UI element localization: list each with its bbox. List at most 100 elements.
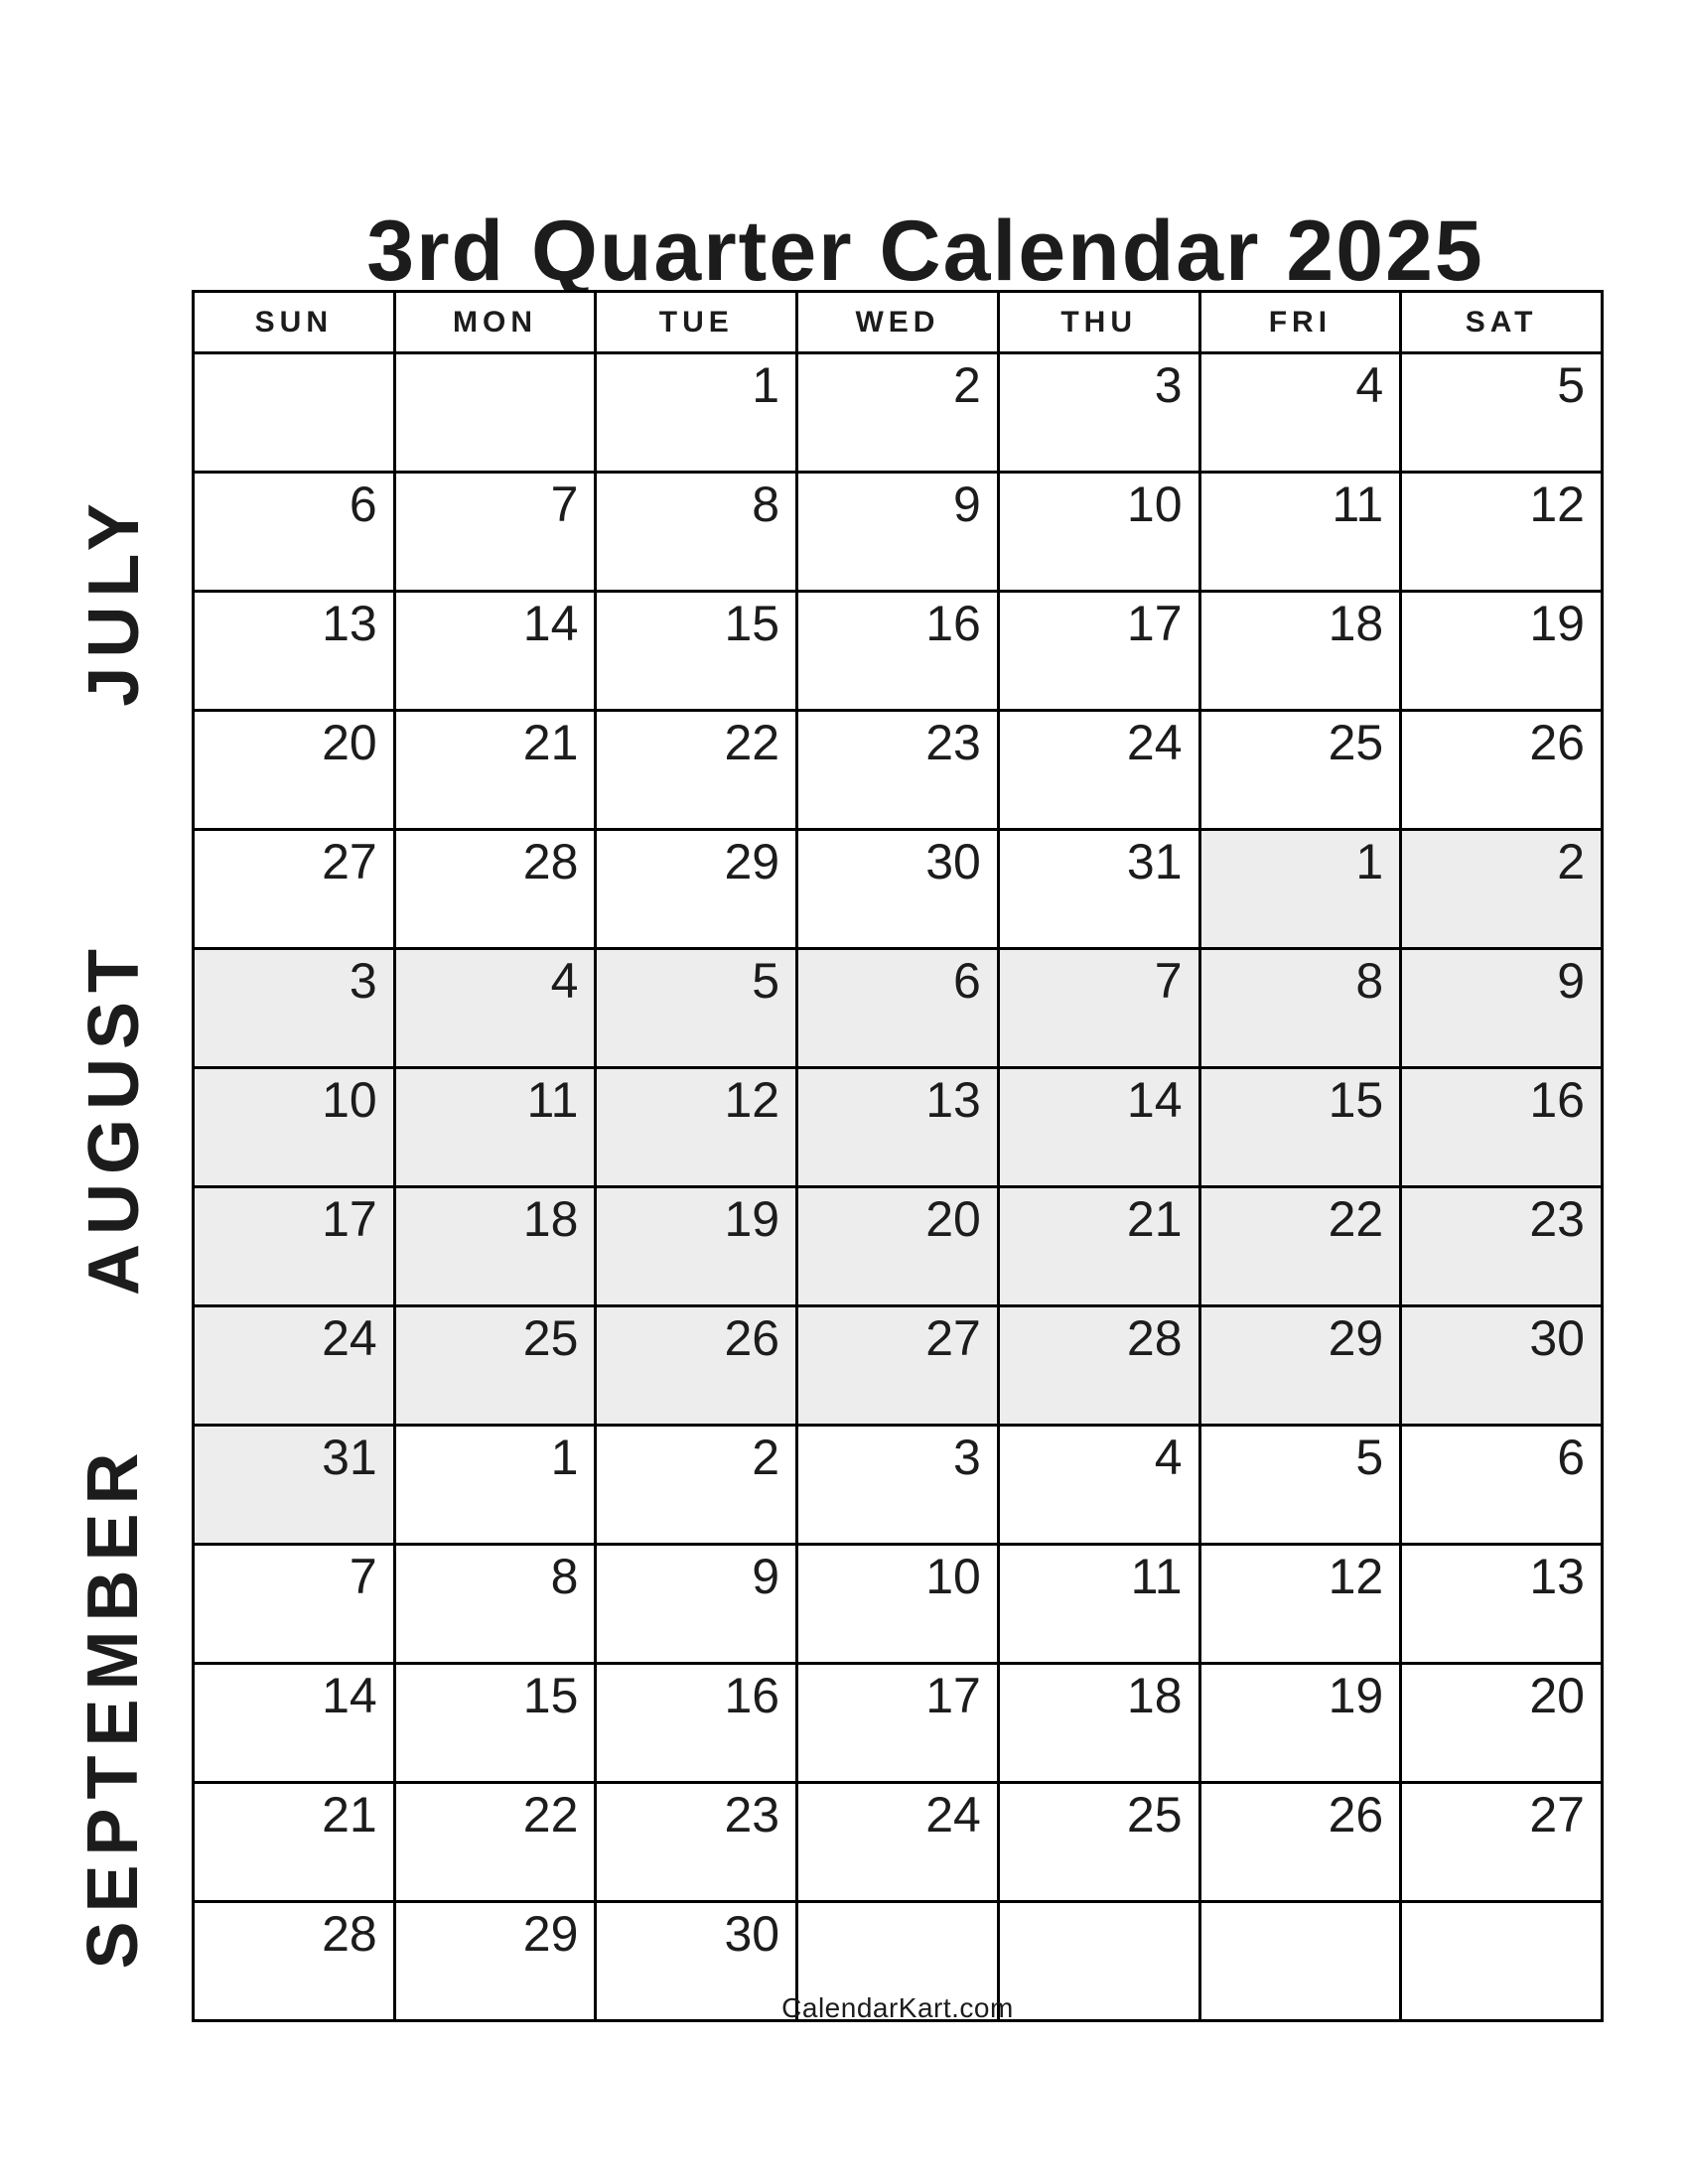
- weekday-header-sun: SUN: [192, 290, 396, 354]
- month-label-september: SEPTEMBER: [73, 1443, 153, 1970]
- date-cell: 9: [594, 1543, 799, 1665]
- date-cell: 16: [594, 1662, 799, 1784]
- weekday-header-thu: THU: [996, 290, 1201, 354]
- date-cell: 2: [594, 1424, 799, 1546]
- date-cell: 28: [192, 1900, 396, 2022]
- weekday-header-wed: WED: [795, 290, 1000, 354]
- date-cell: 20: [1399, 1662, 1604, 1784]
- date-cell: 5: [1197, 1424, 1403, 1546]
- date-cell: 21: [392, 709, 598, 831]
- empty-cell: [192, 351, 396, 474]
- calendar-table: SUN MON TUE WED THU FRI SAT 1 2 3 4 5 6 7 8 9 10 1…: [192, 290, 1604, 2022]
- date-cell: 21: [192, 1781, 396, 1903]
- date-cell: 15: [594, 590, 799, 712]
- date-cell: 16: [1399, 1066, 1604, 1188]
- date-cell: 10: [996, 471, 1201, 593]
- date-cell: 9: [1399, 947, 1604, 1069]
- date-cell: 14: [996, 1066, 1201, 1188]
- calendar-week-row: 14 15 16 17 18 19 20: [192, 1662, 1604, 1784]
- calendar-week-row: 21 22 23 24 25 26 27: [192, 1781, 1604, 1903]
- date-cell: 22: [594, 709, 799, 831]
- date-cell: 2: [795, 351, 1000, 474]
- date-cell: 24: [795, 1781, 1000, 1903]
- date-cell: 17: [996, 590, 1201, 712]
- date-cell: 31: [192, 1424, 396, 1546]
- weekday-header-mon: MON: [392, 290, 598, 354]
- date-cell: 3: [996, 351, 1201, 474]
- date-cell: 15: [1197, 1066, 1403, 1188]
- date-cell: 26: [1197, 1781, 1403, 1903]
- empty-cell: [1197, 1900, 1403, 2022]
- empty-cell: [1399, 1900, 1604, 2022]
- date-cell: 4: [1197, 351, 1403, 474]
- date-cell: 12: [1197, 1543, 1403, 1665]
- month-label-july: JULY: [74, 494, 154, 707]
- date-cell: 18: [996, 1662, 1201, 1784]
- date-cell: 11: [1197, 471, 1403, 593]
- date-cell: 1: [594, 351, 799, 474]
- calendar-week-row: 27 28 29 30 31 1 2: [192, 828, 1604, 950]
- date-cell: 10: [192, 1066, 396, 1188]
- date-cell: 29: [594, 828, 799, 950]
- date-cell: 27: [795, 1304, 1000, 1427]
- calendar-week-row: 20 21 22 23 24 25 26: [192, 709, 1604, 831]
- date-cell: 18: [392, 1185, 598, 1307]
- date-cell: 4: [996, 1424, 1201, 1546]
- date-cell: 2: [1399, 828, 1604, 950]
- date-cell: 26: [1399, 709, 1604, 831]
- date-cell: 29: [1197, 1304, 1403, 1427]
- date-cell: 1: [392, 1424, 598, 1546]
- date-cell: 1: [1197, 828, 1403, 950]
- date-cell: 16: [795, 590, 1000, 712]
- date-cell: 12: [1399, 471, 1604, 593]
- date-cell: 28: [996, 1304, 1201, 1427]
- date-cell: 19: [1399, 590, 1604, 712]
- date-cell: 3: [192, 947, 396, 1069]
- date-cell: 7: [996, 947, 1201, 1069]
- date-cell: 23: [594, 1781, 799, 1903]
- calendar-week-row: 10 11 12 13 14 15 16: [192, 1066, 1604, 1188]
- date-cell: 12: [594, 1066, 799, 1188]
- footer-site: CalendarKart.com: [781, 1992, 1014, 2023]
- date-cell: 17: [795, 1662, 1000, 1784]
- date-cell: 20: [795, 1185, 1000, 1307]
- date-cell: 31: [996, 828, 1201, 950]
- date-cell: 30: [594, 1900, 799, 2022]
- date-cell: 7: [392, 471, 598, 593]
- weekday-header-tue: TUE: [594, 290, 799, 354]
- date-cell: 10: [795, 1543, 1000, 1665]
- empty-cell: [392, 351, 598, 474]
- calendar-week-row: 31 1 2 3 4 5 6: [192, 1424, 1604, 1546]
- date-cell: 22: [1197, 1185, 1403, 1307]
- date-cell: 26: [594, 1304, 799, 1427]
- date-cell: 19: [594, 1185, 799, 1307]
- weekday-header-fri: FRI: [1197, 290, 1403, 354]
- month-label-august: AUGUST: [74, 940, 154, 1296]
- empty-cell: [795, 1900, 1000, 2022]
- calendar-header: SUN MON TUE WED THU FRI SAT: [192, 290, 1604, 354]
- calendar-body: 1 2 3 4 5 6 7 8 9 10 11 12 13 14 15 16 17 18 19 20 21 22 23 24 2…: [192, 351, 1604, 2022]
- date-cell: 6: [1399, 1424, 1604, 1546]
- date-cell: 5: [594, 947, 799, 1069]
- date-cell: 14: [392, 590, 598, 712]
- date-cell: 13: [1399, 1543, 1604, 1665]
- date-cell: 15: [392, 1662, 598, 1784]
- date-cell: 6: [795, 947, 1000, 1069]
- date-cell: 7: [192, 1543, 396, 1665]
- date-cell: 21: [996, 1185, 1201, 1307]
- date-cell: 14: [192, 1662, 396, 1784]
- calendar-week-row: 17 18 19 20 21 22 23: [192, 1185, 1604, 1307]
- calendar-week-row: 24 25 26 27 28 29 30: [192, 1304, 1604, 1427]
- weekday-header-row: SUN MON TUE WED THU FRI SAT: [192, 290, 1604, 354]
- calendar-week-row: 13 14 15 16 17 18 19: [192, 590, 1604, 712]
- date-cell: 9: [795, 471, 1000, 593]
- calendar-week-row: 28 29 30: [192, 1900, 1604, 2022]
- date-cell: 13: [795, 1066, 1000, 1188]
- date-cell: 3: [795, 1424, 1000, 1546]
- calendar-week-row: 7 8 9 10 11 12 13: [192, 1543, 1604, 1665]
- date-cell: 8: [392, 1543, 598, 1665]
- date-cell: 8: [1197, 947, 1403, 1069]
- date-cell: 30: [795, 828, 1000, 950]
